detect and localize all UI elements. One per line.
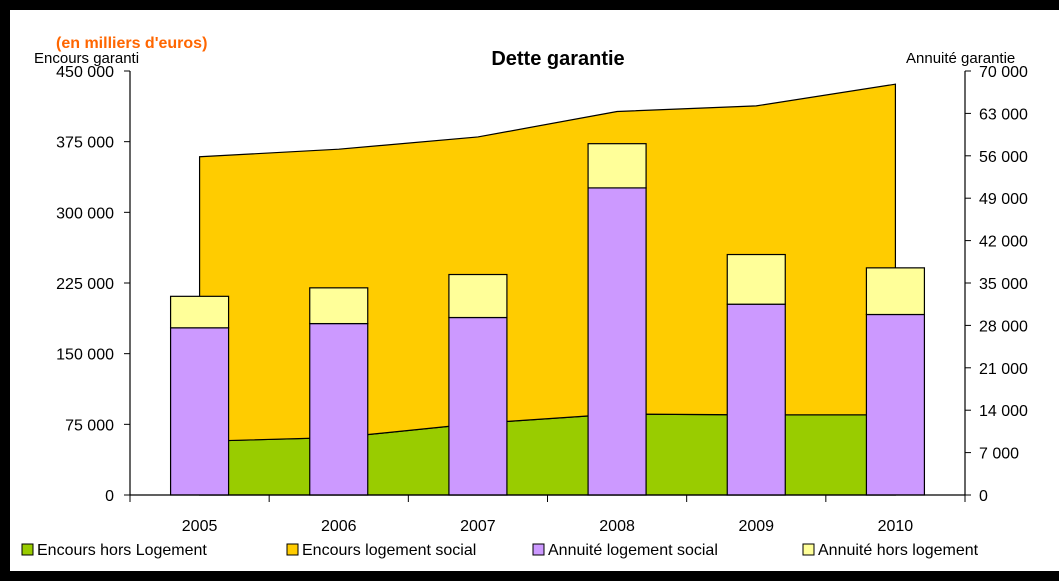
left-tick-label: 375 000 (56, 135, 114, 152)
x-tick-label-2009: 2009 (738, 518, 774, 535)
bar-1-4 (726, 253, 786, 305)
left-tick-label: 300 000 (56, 205, 114, 222)
bar-0-0 (169, 327, 230, 496)
bar-1-0 (169, 295, 230, 329)
area-1 (198, 83, 897, 442)
left-tick-label: 75 000 (65, 417, 114, 434)
left-tick-label: 150 000 (56, 347, 114, 364)
bar-0-2 (448, 316, 508, 496)
left-tick-label: 225 000 (56, 276, 114, 293)
right-tick-label: 70 000 (979, 64, 1028, 81)
legend-label-0: Encours hors Logement (37, 542, 207, 559)
bar-layer (169, 143, 926, 496)
right-tick-label: 28 000 (979, 318, 1028, 335)
bar-0-4 (726, 303, 786, 496)
left-tick-label: 0 (105, 488, 114, 505)
left-axis-label: Encours garanti (34, 50, 139, 67)
legend-label-1: Encours logement social (302, 542, 476, 559)
legend-label-2: Annuité logement social (548, 542, 718, 559)
right-tick-label: 35 000 (979, 276, 1028, 293)
bar-0-3 (587, 187, 647, 496)
dette-garantie-chart: 0 75 000 150 000 225 000 300 000 375 000 450 0… (21, 35, 1028, 559)
right-tick-label: 21 000 (979, 361, 1028, 378)
right-tick-label: 56 000 (979, 149, 1028, 166)
legend-swatch-1 (286, 543, 299, 556)
bar-0-1 (309, 322, 369, 496)
right-tick-label: 7 000 (979, 446, 1019, 463)
x-tick-label-2008: 2008 (599, 518, 635, 535)
x-tick-label-2005: 2005 (182, 518, 218, 535)
unit-note: (en milliers d'euros) (56, 35, 207, 52)
bar-1-2 (448, 273, 508, 319)
bar-1-3 (587, 143, 647, 189)
right-tick-label: 0 (979, 488, 988, 505)
legend-swatch-3 (802, 543, 815, 556)
bar-0-5 (865, 313, 926, 496)
left-tick-label: 450 000 (56, 64, 114, 81)
chart-title: Dette garantie (491, 48, 624, 70)
x-tick-label-2006: 2006 (321, 518, 357, 535)
x-tick-label-2010: 2010 (878, 518, 914, 535)
legend: Encours hors Logement Encours logement so… (21, 542, 979, 559)
area-layer (198, 83, 897, 496)
legend-swatch-0 (21, 543, 34, 556)
legend-label-3: Annuité hors logement (818, 542, 979, 559)
right-tick-label: 49 000 (979, 191, 1028, 208)
x-tick-label-2007: 2007 (460, 518, 496, 535)
chart-frame: 0 75 000 150 000 225 000 300 000 375 000 450 0… (10, 10, 1059, 571)
bar-1-1 (309, 287, 369, 325)
axes-layer: 0 75 000 150 000 225 000 300 000 375 000 450 0… (56, 64, 1028, 535)
bar-1-5 (865, 267, 926, 316)
right-tick-label: 14 000 (979, 403, 1028, 420)
right-axis-label: Annuité garantie (906, 50, 1015, 67)
right-tick-label: 63 000 (979, 106, 1028, 123)
right-tick-label: 42 000 (979, 234, 1028, 251)
legend-swatch-2 (532, 543, 545, 556)
